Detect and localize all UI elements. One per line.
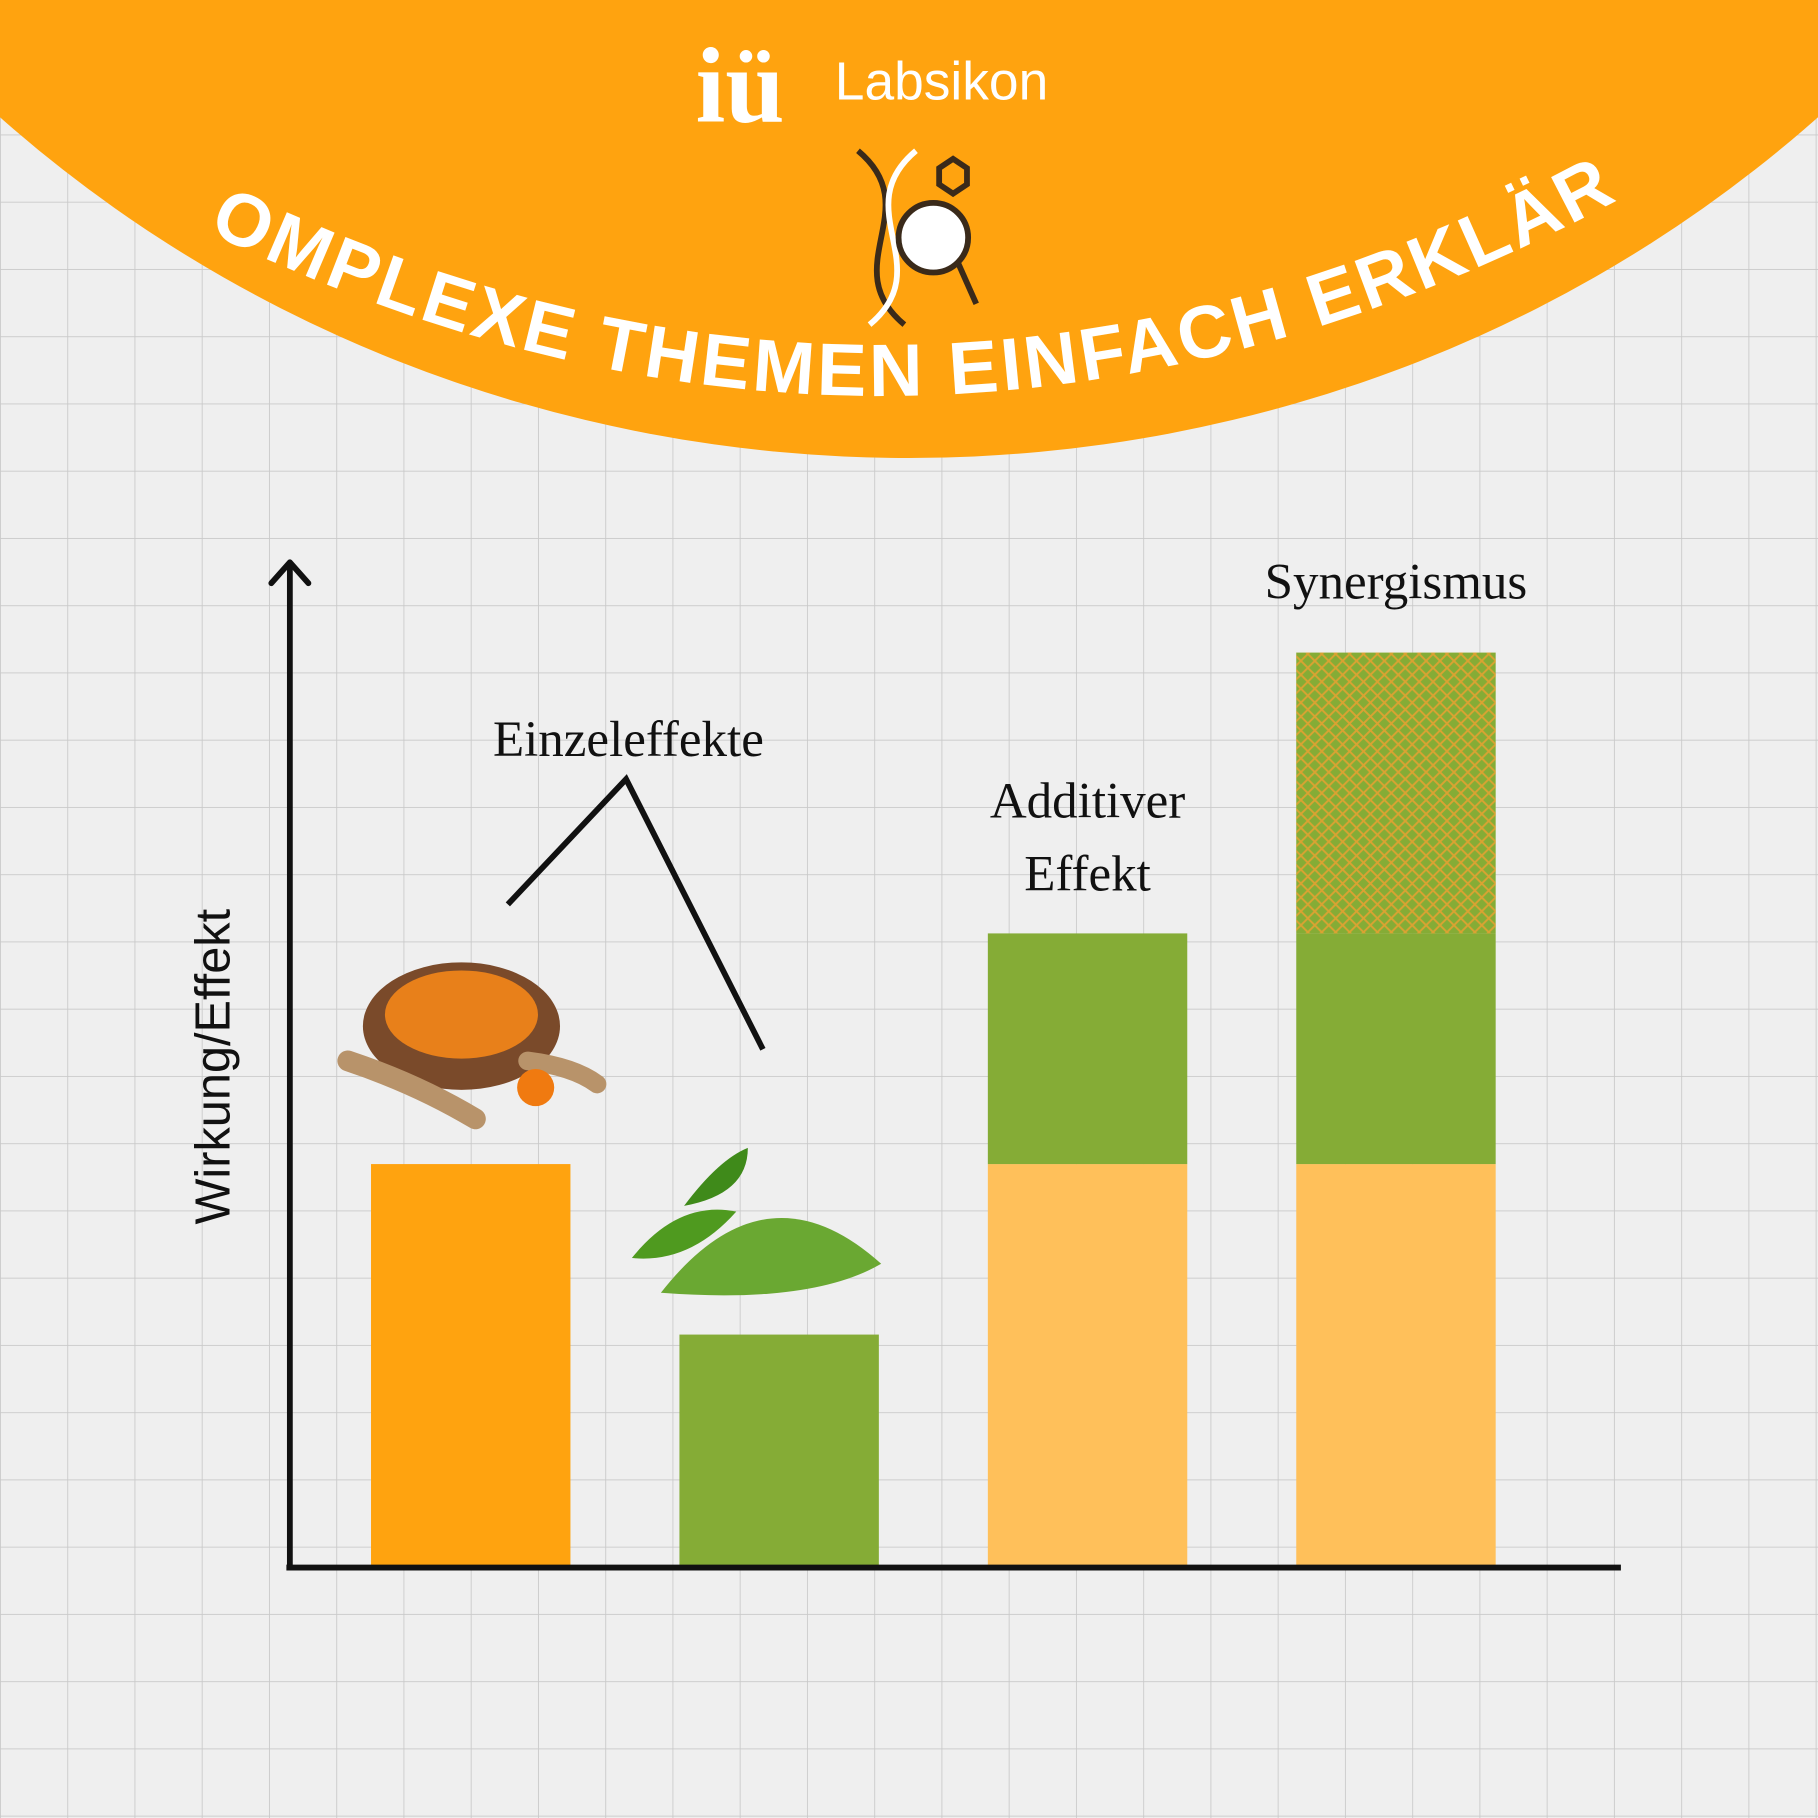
- annotation: Effekt: [1024, 846, 1151, 902]
- logo-text: Labsikon: [835, 53, 1048, 112]
- axes: [268, 559, 1621, 1571]
- bar-segment: [987, 933, 1188, 1165]
- bar-hatch: [1296, 652, 1496, 934]
- bar-segment: [1296, 933, 1496, 1165]
- plot: [371, 652, 1496, 1566]
- matcha-image: [631, 1147, 882, 1296]
- dna-icon: [856, 148, 979, 327]
- annotation: Synergismus: [1265, 554, 1528, 610]
- turmeric-image: [337, 962, 607, 1130]
- y-axis-label: Wirkung/Effekt: [187, 908, 241, 1224]
- annotation-bracket: [505, 774, 766, 1051]
- bar-segment: [987, 1164, 1188, 1566]
- annotation: Einzeleffekte: [493, 712, 764, 768]
- bar-segment: [371, 1164, 571, 1566]
- logo-mark: iü: [696, 28, 785, 146]
- annotation: Additiver: [990, 773, 1185, 829]
- bar-segment: [1296, 1164, 1496, 1566]
- bar-segment: [679, 1334, 879, 1566]
